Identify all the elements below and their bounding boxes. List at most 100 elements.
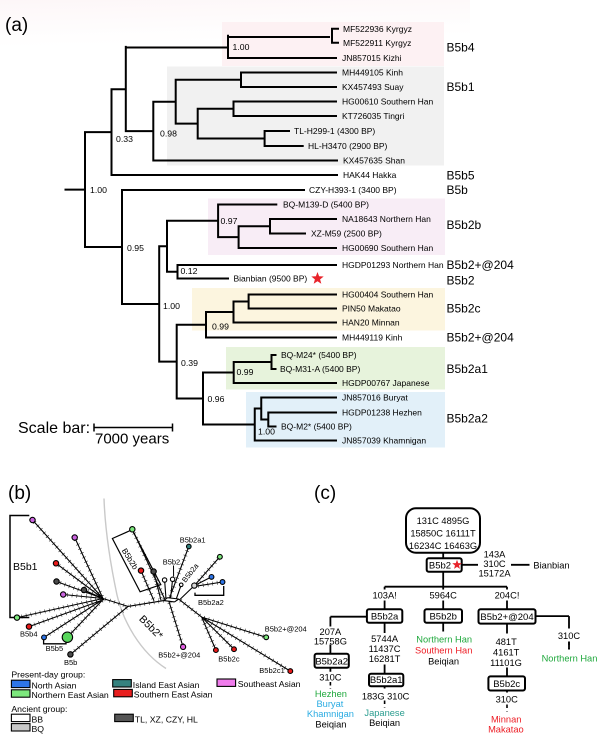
svg-text:KX457635 Shan: KX457635 Shan	[343, 156, 405, 166]
svg-text:B5b2c1: B5b2c1	[259, 666, 284, 675]
svg-text:HAN20 Minnan: HAN20 Minnan	[342, 318, 400, 328]
svg-text:CZY-H393-1 (3400 BP): CZY-H393-1 (3400 BP)	[309, 185, 397, 195]
svg-text:B5b2+@204: B5b2+@204	[265, 625, 307, 634]
svg-text:Northern East Asian: Northern East Asian	[32, 690, 109, 700]
svg-text:HGDP01238 Hezhen: HGDP01238 Hezhen	[342, 408, 422, 418]
svg-text:7000 years: 7000 years	[95, 431, 169, 448]
svg-text:Khamnigan: Khamnigan	[307, 709, 354, 719]
svg-text:B5b2: B5b2	[429, 560, 451, 571]
svg-text:Northern Han: Northern Han	[416, 635, 472, 645]
svg-text:BQ-M24* (5400 BP): BQ-M24* (5400 BP)	[281, 350, 357, 360]
svg-text:5744A: 5744A	[371, 634, 399, 644]
svg-text:(c): (c)	[314, 483, 336, 504]
svg-text:B5b5: B5b5	[447, 169, 475, 183]
svg-text:Makatao: Makatao	[488, 725, 524, 735]
svg-text:0.12: 0.12	[181, 266, 198, 276]
svg-text:B5b2a2: B5b2a2	[447, 412, 489, 426]
svg-text:JN857015 Kizhi: JN857015 Kizhi	[342, 53, 402, 63]
svg-text:B5b2c: B5b2c	[493, 679, 520, 690]
svg-text:BQ: BQ	[32, 724, 45, 734]
svg-text:B5b1: B5b1	[447, 80, 475, 94]
svg-text:B5b2a1: B5b2a1	[180, 536, 206, 545]
svg-text:TL-H299-1 (4300 BP): TL-H299-1 (4300 BP)	[294, 126, 375, 136]
svg-text:0.39: 0.39	[181, 358, 198, 368]
svg-text:B5b1: B5b1	[13, 561, 38, 573]
svg-text:Hezhen: Hezhen	[315, 689, 347, 699]
svg-text:HGDP00767 Japanese: HGDP00767 Japanese	[342, 378, 430, 388]
svg-text:143A: 143A	[484, 550, 507, 560]
svg-text:B5b2b: B5b2b	[429, 612, 456, 623]
svg-text:B5b: B5b	[447, 183, 469, 197]
svg-text:5964C: 5964C	[429, 591, 457, 601]
svg-text:0.98: 0.98	[160, 128, 177, 138]
svg-text:B5b2+@204: B5b2+@204	[447, 258, 515, 272]
svg-text:Present-day group:: Present-day group:	[11, 670, 85, 680]
svg-text:MF522911 Kyrgyz: MF522911 Kyrgyz	[343, 38, 411, 48]
svg-text:310C: 310C	[558, 631, 581, 641]
svg-text:Northern Han: Northern Han	[542, 654, 598, 664]
svg-text:B5b4: B5b4	[20, 630, 38, 639]
svg-text:B5b2: B5b2	[447, 274, 475, 288]
svg-text:Beiqian: Beiqian	[369, 718, 400, 728]
svg-text:Buryat: Buryat	[316, 699, 343, 709]
svg-text:Bianbian (9500 BP): Bianbian (9500 BP)	[234, 274, 308, 284]
svg-text:HGDP01293 Northern Han: HGDP01293 Northern Han	[342, 260, 444, 270]
svg-text:B5b2c: B5b2c	[218, 655, 240, 664]
svg-text:KX457493 Suay: KX457493 Suay	[342, 82, 404, 92]
svg-text:HAK44 Hakka: HAK44 Hakka	[343, 170, 397, 180]
svg-text:B5b: B5b	[64, 658, 77, 667]
svg-text:Beiqian: Beiqian	[428, 657, 459, 667]
svg-text:1.00: 1.00	[258, 427, 275, 437]
svg-text:Southeast Asian: Southeast Asian	[238, 679, 301, 689]
svg-text:Southern East Asian: Southern East Asian	[134, 690, 213, 700]
svg-text:15172A: 15172A	[478, 569, 511, 579]
svg-text:B5b2a1: B5b2a1	[370, 675, 403, 686]
svg-text:Ancient group:: Ancient group:	[11, 704, 67, 714]
svg-text:B5b2a2: B5b2a2	[198, 598, 224, 607]
svg-text:B5b2b: B5b2b	[447, 218, 482, 232]
svg-text:MH449105 Kinh: MH449105 Kinh	[342, 68, 403, 78]
svg-text:310C: 310C	[319, 673, 342, 683]
svg-text:MH449119 Kinh: MH449119 Kinh	[342, 333, 403, 343]
svg-text:Bianbian: Bianbian	[533, 560, 569, 570]
svg-text:1.00: 1.00	[163, 301, 180, 311]
svg-text:204C!: 204C!	[495, 591, 520, 601]
svg-text:310C: 310C	[496, 695, 519, 705]
svg-text:B5b2+@204: B5b2+@204	[158, 650, 200, 659]
svg-text:1.00: 1.00	[90, 185, 107, 195]
svg-text:16234C 16463G: 16234C 16463G	[409, 541, 477, 551]
svg-text:15758G: 15758G	[314, 636, 347, 646]
svg-text:MF522936 Kyrgyz: MF522936 Kyrgyz	[343, 24, 412, 34]
svg-text:(a): (a)	[5, 15, 28, 36]
svg-text:1.00: 1.00	[233, 42, 250, 52]
svg-text:HG00404 Southern Han: HG00404 Southern Han	[342, 290, 433, 300]
svg-text:Island East Asian: Island East Asian	[133, 680, 200, 690]
svg-text:0.95: 0.95	[127, 243, 144, 253]
svg-text:HG00690 Southern Han: HG00690 Southern Han	[342, 243, 433, 253]
svg-text:B5b4: B5b4	[447, 41, 475, 55]
svg-text:0.99: 0.99	[212, 322, 229, 332]
svg-text:0.33: 0.33	[116, 134, 133, 144]
svg-text:North Asian: North Asian	[32, 681, 77, 691]
svg-text:B5b2c: B5b2c	[447, 302, 481, 316]
svg-text:B5b2a2: B5b2a2	[315, 656, 348, 667]
svg-text:Scale bar:: Scale bar:	[18, 420, 90, 437]
svg-text:0.97: 0.97	[221, 216, 238, 226]
svg-text:(b): (b)	[8, 483, 31, 504]
svg-text:B5b2a1: B5b2a1	[447, 362, 489, 376]
svg-text:207A: 207A	[320, 627, 343, 637]
svg-text:B5b2+@204: B5b2+@204	[480, 612, 533, 623]
svg-text:XZ-M59 (2500 BP): XZ-M59 (2500 BP)	[311, 229, 382, 239]
svg-text:JN857016 Buryat: JN857016 Buryat	[342, 393, 408, 403]
svg-text:16281T: 16281T	[369, 654, 401, 664]
svg-text:Minnan: Minnan	[491, 715, 522, 725]
svg-text:BQ-M139-D (5400 BP): BQ-M139-D (5400 BP)	[283, 200, 369, 210]
svg-text:183G 310C: 183G 310C	[362, 691, 410, 701]
svg-text:11101G: 11101G	[490, 658, 522, 668]
svg-text:Japanese: Japanese	[364, 708, 404, 718]
svg-text:B5b2: B5b2	[163, 558, 181, 567]
svg-text:BQ-M2* (5400 BP): BQ-M2* (5400 BP)	[281, 422, 352, 432]
svg-text:310C: 310C	[483, 559, 506, 569]
svg-text:4161T: 4161T	[493, 648, 520, 658]
svg-text:131C 4895G: 131C 4895G	[417, 516, 470, 526]
